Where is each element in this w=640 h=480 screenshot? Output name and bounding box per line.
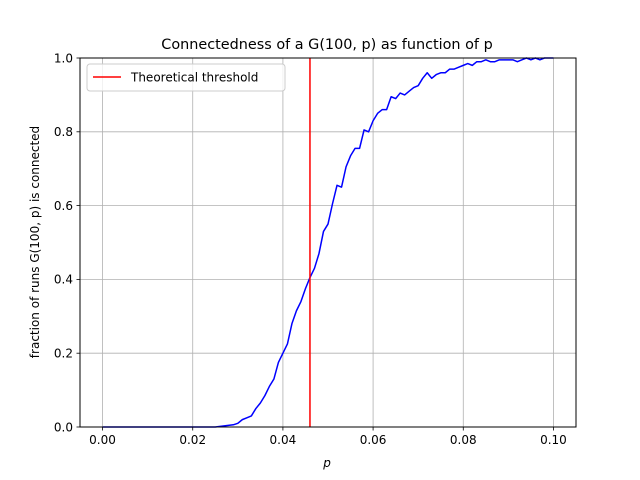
x-axis-ticks: 0.00 0.02 0.04 0.06 0.08 0.10 (89, 427, 567, 447)
legend: Theoretical threshold (86, 63, 286, 92)
y-tick-label: 0.8 (54, 125, 73, 139)
x-tick-label: 0.10 (540, 433, 567, 447)
legend-label-threshold: Theoretical threshold (130, 71, 258, 85)
y-tick-label: 1.0 (54, 51, 73, 65)
legend-box (86, 63, 286, 92)
x-tick-label: 0.02 (179, 433, 206, 447)
x-tick-label: 0.00 (89, 433, 116, 447)
x-tick-label: 0.04 (270, 433, 297, 447)
series-line (102, 57, 554, 428)
series-layer (102, 57, 554, 428)
plot-background (80, 58, 576, 427)
y-axis-label: fraction of runs G(100, p) is connected (28, 126, 42, 358)
y-tick-label: 0.6 (54, 199, 73, 213)
x-axis-label: p (322, 456, 331, 470)
y-tick-label: 0.2 (54, 347, 73, 361)
grid (80, 57, 576, 428)
y-tick-label: 0.4 (54, 273, 73, 287)
y-axis-ticks: 0.0 0.2 0.4 0.6 0.8 1.0 (54, 51, 80, 434)
y-tick-label: 0.0 (54, 420, 73, 434)
chart-title: Connectedness of a G(100, p) as function… (161, 37, 492, 53)
x-tick-label: 0.08 (450, 433, 477, 447)
x-tick-label: 0.06 (360, 433, 387, 447)
plot-frame (79, 57, 577, 428)
